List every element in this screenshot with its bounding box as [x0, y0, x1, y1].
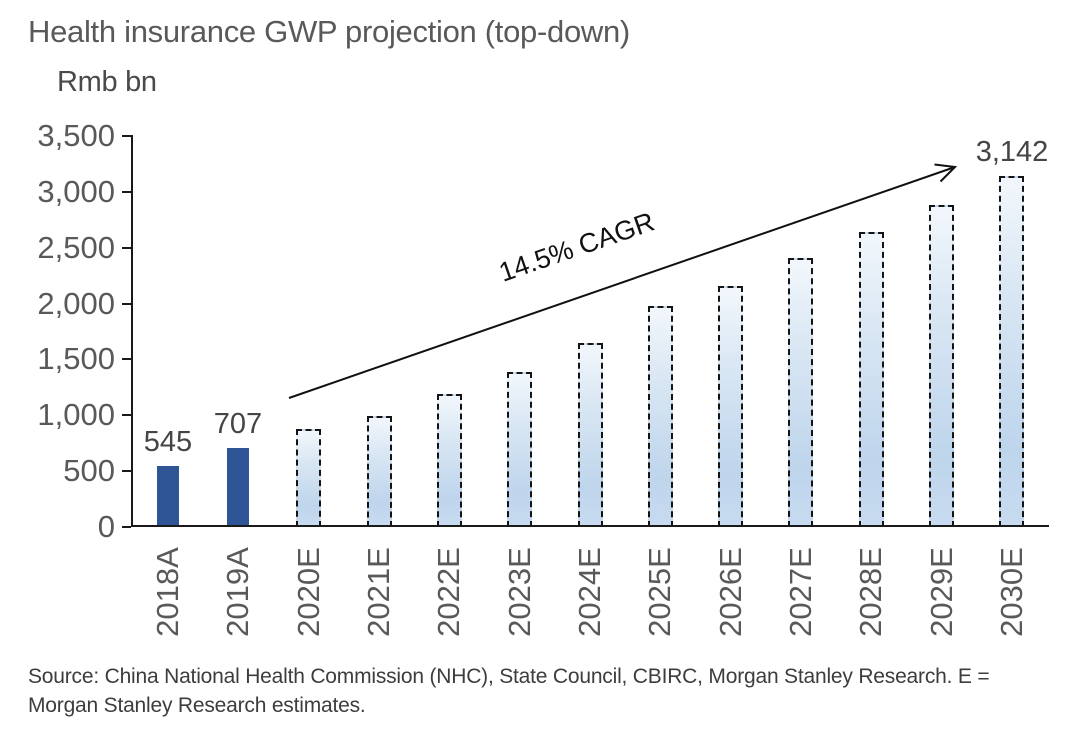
y-tick: [122, 470, 131, 473]
bar-2026E: [718, 286, 743, 527]
x-axis-label-2021E: 2021E: [361, 547, 396, 637]
y-tick: [122, 302, 131, 305]
bar-2028E: [859, 232, 884, 527]
x-axis-label-2019A: 2019A: [220, 547, 255, 637]
bar-value-label-2018A: 545: [143, 426, 193, 458]
y-tick: [122, 358, 131, 361]
y-tick-label: 500: [63, 453, 115, 489]
y-tick-label: 0: [97, 509, 115, 544]
bar-2025E: [648, 306, 673, 527]
y-tick-label: 3,500: [37, 118, 115, 153]
chart-title: Health insurance GWP projection (top-dow…: [28, 14, 630, 49]
bar-value-label-2019A: 707: [213, 408, 263, 440]
x-axis-label-2028E: 2028E: [853, 547, 888, 637]
bar-2030E: [999, 176, 1024, 527]
bar-2022E: [437, 394, 462, 527]
y-tick: [122, 414, 131, 417]
bar-2027E: [788, 258, 813, 527]
source-note: Source: China National Health Commission…: [28, 665, 990, 717]
x-axis-label-2025E: 2025E: [642, 547, 677, 637]
y-tick-label: 3,000: [37, 173, 115, 209]
y-tick: [122, 135, 131, 137]
bar-2018A: [157, 466, 179, 527]
x-axis-label-2030E: 2030E: [994, 547, 1029, 637]
x-axis-label-2024E: 2024E: [572, 547, 607, 637]
x-axis-label-2026E: 2026E: [713, 547, 748, 637]
y-tick: [122, 526, 131, 528]
x-axis-label-2018A: 2018A: [150, 547, 185, 637]
y-tick-label: 2,000: [37, 285, 115, 321]
bar-2029E: [929, 205, 954, 527]
y-tick-label: 2,500: [37, 229, 115, 265]
y-tick-label: 1,500: [37, 341, 115, 377]
x-axis-label-2020E: 2020E: [291, 547, 326, 637]
y-axis-line: [131, 135, 133, 527]
y-axis-unit-label: Rmb bn: [57, 66, 157, 98]
bar-2019A: [227, 448, 249, 527]
x-axis-line: [131, 525, 1049, 527]
bar-2021E: [367, 416, 392, 527]
bar-2023E: [507, 372, 532, 527]
bar-2024E: [578, 343, 603, 527]
y-tick: [122, 246, 131, 249]
y-tick-label: 1,000: [37, 397, 115, 433]
bar-2020E: [296, 429, 321, 527]
cagr-annotation: 14.5% CAGR: [495, 206, 659, 288]
x-axis-label-2029E: 2029E: [924, 547, 959, 637]
bar-value-label-2030E: 3,142: [975, 136, 1049, 168]
x-axis-label-2022E: 2022E: [431, 547, 466, 637]
x-axis-label-2023E: 2023E: [502, 547, 537, 637]
y-tick: [122, 190, 131, 193]
x-axis-label-2027E: 2027E: [783, 547, 818, 637]
